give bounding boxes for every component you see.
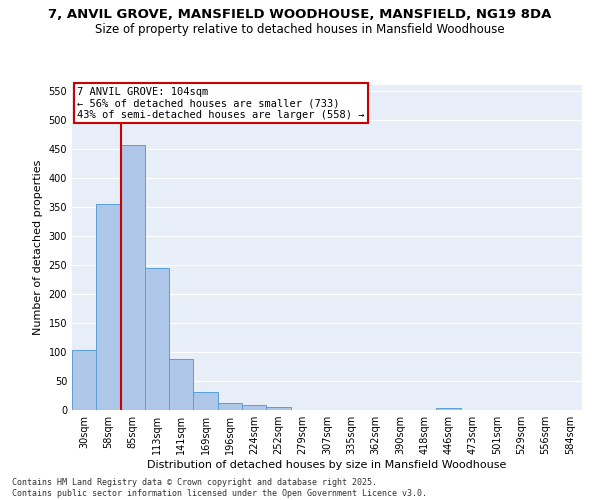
Y-axis label: Number of detached properties: Number of detached properties (33, 160, 43, 335)
Text: Contains HM Land Registry data © Crown copyright and database right 2025.
Contai: Contains HM Land Registry data © Crown c… (12, 478, 427, 498)
Text: Size of property relative to detached houses in Mansfield Woodhouse: Size of property relative to detached ho… (95, 22, 505, 36)
Bar (72, 350, 96, 410)
Bar (266, 407, 290, 410)
Bar (436, 408, 461, 410)
Text: 7, ANVIL GROVE, MANSFIELD WOODHOUSE, MANSFIELD, NG19 8DA: 7, ANVIL GROVE, MANSFIELD WOODHOUSE, MAN… (49, 8, 551, 20)
Bar (169, 359, 193, 410)
Bar (121, 146, 145, 410)
Bar (218, 403, 242, 410)
Text: 7 ANVIL GROVE: 104sqm
← 56% of detached houses are smaller (733)
43% of semi-det: 7 ANVIL GROVE: 104sqm ← 56% of detached … (77, 86, 365, 120)
Bar (145, 268, 169, 410)
Bar (96, 204, 121, 410)
Bar (193, 392, 218, 410)
Bar (242, 406, 266, 410)
X-axis label: Distribution of detached houses by size in Mansfield Woodhouse: Distribution of detached houses by size … (148, 460, 506, 470)
